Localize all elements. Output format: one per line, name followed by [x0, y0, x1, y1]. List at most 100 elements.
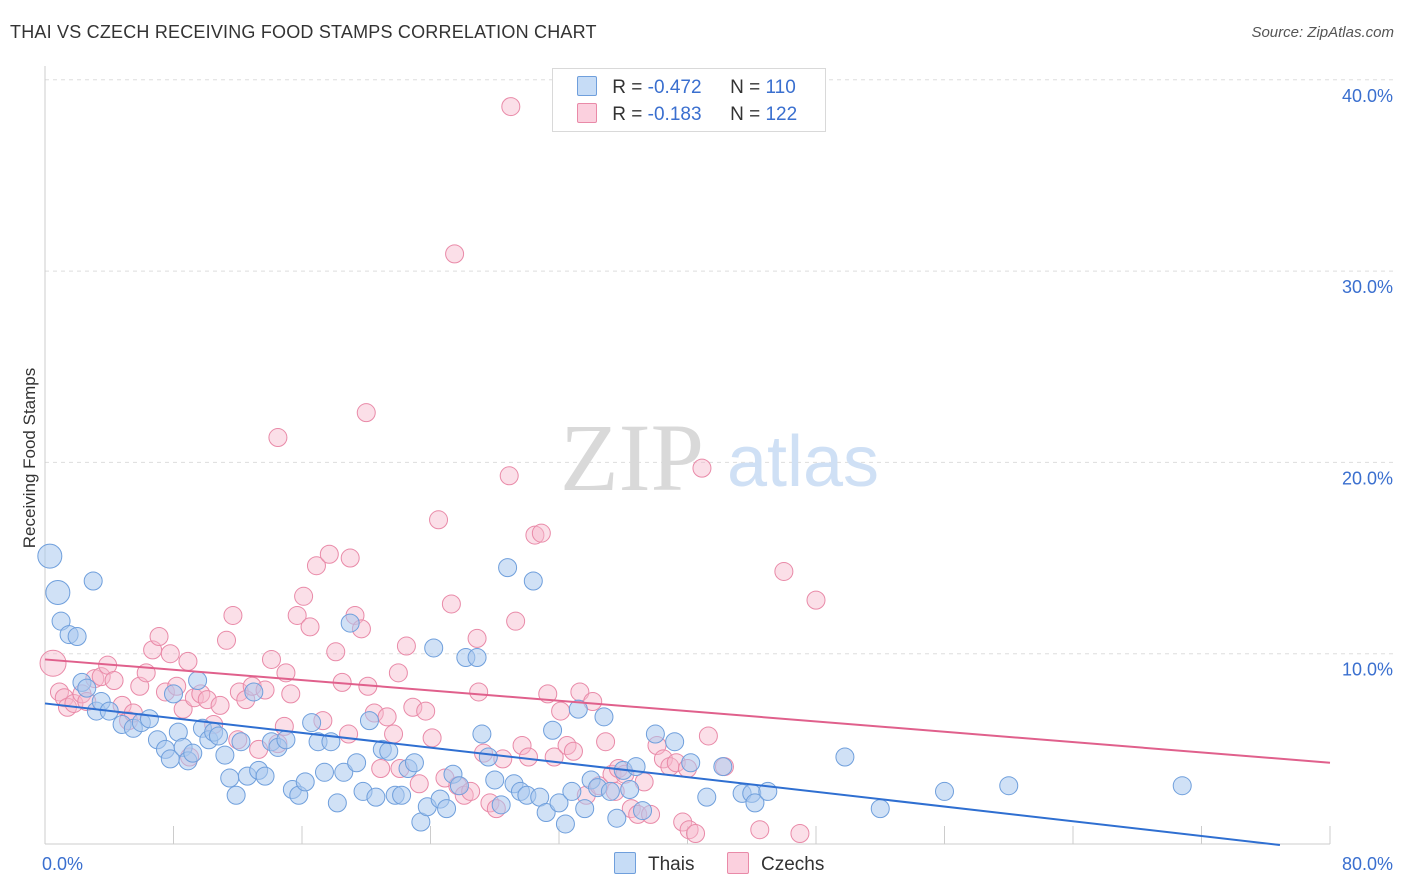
- czech-point: [422, 728, 442, 748]
- czech-point: [774, 561, 794, 581]
- thai-point: [67, 626, 87, 646]
- czechs-r-value: -0.183: [647, 104, 702, 125]
- thai-point: [359, 711, 379, 731]
- thai-point: [562, 781, 582, 801]
- czech-point: [261, 649, 281, 669]
- czech-point: [698, 726, 718, 746]
- bottom-legend-thais: Thais: [614, 852, 694, 876]
- czech-point: [445, 244, 465, 264]
- czech-point: [409, 774, 429, 794]
- czech-point: [223, 605, 243, 625]
- thais-swatch: [577, 76, 597, 96]
- thai-point: [485, 770, 505, 790]
- tick-labels: 10.0% 20.0% 30.0% 40.0% 0.0% 80.0%: [42, 86, 1393, 874]
- thai-point: [543, 720, 563, 740]
- thai-point: [523, 571, 543, 591]
- thai-point: [347, 753, 367, 773]
- czechs-n-label: N =: [730, 104, 766, 125]
- thai-point: [83, 571, 103, 591]
- y-tick-label-40: 40.0%: [1342, 86, 1393, 106]
- bottom-czechs-label: Czechs: [761, 854, 825, 875]
- czechs-trend-line: [44, 658, 1331, 764]
- czech-point: [512, 736, 532, 756]
- y-tick-label-10: 10.0%: [1342, 660, 1393, 680]
- bottom-thais-label: Thais: [648, 854, 695, 875]
- thai-point: [334, 762, 354, 782]
- thai-point: [295, 772, 315, 792]
- czech-point: [467, 628, 487, 648]
- czech-point: [149, 626, 169, 646]
- czech-point: [340, 548, 360, 568]
- legend-row-czechs: R = -0.183 N = 122: [577, 103, 797, 126]
- czech-point: [197, 690, 217, 710]
- czech-point: [104, 670, 124, 690]
- czech-point: [506, 611, 526, 631]
- czechs-swatch: [577, 103, 597, 123]
- czech-point: [294, 586, 314, 606]
- thai-point: [467, 648, 487, 668]
- thai-point: [498, 558, 518, 578]
- thai-point: [555, 814, 575, 834]
- czech-point: [377, 707, 397, 727]
- czech-point: [356, 403, 376, 423]
- czech-point: [499, 466, 519, 486]
- czech-point: [692, 458, 712, 478]
- trend-lines: [44, 658, 1331, 846]
- thai-point: [45, 579, 71, 605]
- czech-point: [551, 701, 571, 721]
- czech-point: [160, 644, 180, 664]
- czech-point: [39, 649, 67, 677]
- bottom-czechs-swatch: [727, 852, 749, 874]
- grid-layer: [45, 79, 1395, 655]
- czech-point: [300, 617, 320, 637]
- thai-point: [697, 787, 717, 807]
- thai-point: [379, 741, 399, 761]
- thai-point: [226, 785, 246, 805]
- czech-point: [518, 747, 538, 767]
- thais-r-value: -0.472: [647, 77, 702, 98]
- czechs-r-label: R =: [612, 104, 648, 125]
- thai-point: [1172, 776, 1192, 796]
- czech-point: [686, 824, 706, 844]
- thai-point: [366, 787, 386, 807]
- thai-point: [478, 747, 498, 767]
- thai-point: [633, 801, 653, 821]
- czech-point: [91, 667, 111, 687]
- thai-point: [77, 678, 97, 698]
- bottom-thais-swatch: [614, 852, 636, 874]
- czech-point: [790, 824, 810, 844]
- thais-trend-line: [44, 702, 1281, 846]
- czech-point: [429, 510, 449, 530]
- czech-point: [319, 544, 339, 564]
- thai-point: [139, 709, 159, 729]
- correlation-legend: R = -0.472 N = 110 R = -0.183 N = 122: [552, 68, 826, 132]
- thai-point: [620, 780, 640, 800]
- thais-n-value: 110: [765, 77, 796, 98]
- thais-r-label: R =: [612, 77, 648, 98]
- czech-point: [403, 697, 423, 717]
- czech-point: [501, 97, 521, 117]
- czech-point: [326, 642, 346, 662]
- thai-point: [244, 682, 264, 702]
- thai-point: [607, 808, 627, 828]
- thai-point: [600, 781, 620, 801]
- axes-layer: [44, 66, 1331, 845]
- source-label: Source: ZipAtlas.com: [1251, 24, 1394, 41]
- czech-point: [525, 525, 545, 545]
- thai-point: [392, 785, 412, 805]
- legend-row-thais: R = -0.472 N = 110: [577, 76, 796, 99]
- czech-point: [217, 630, 237, 650]
- thai-point: [164, 684, 183, 704]
- thai-point: [437, 799, 457, 819]
- thai-point: [183, 743, 203, 763]
- czech-point: [173, 699, 193, 719]
- thai-point: [665, 732, 685, 752]
- czech-point: [384, 724, 404, 744]
- thai-point: [255, 766, 275, 786]
- thai-point: [536, 802, 556, 822]
- thai-point: [472, 724, 492, 744]
- czech-point: [563, 741, 583, 761]
- czech-point: [750, 820, 770, 840]
- thais-points: [37, 543, 1192, 834]
- thai-point: [870, 799, 890, 819]
